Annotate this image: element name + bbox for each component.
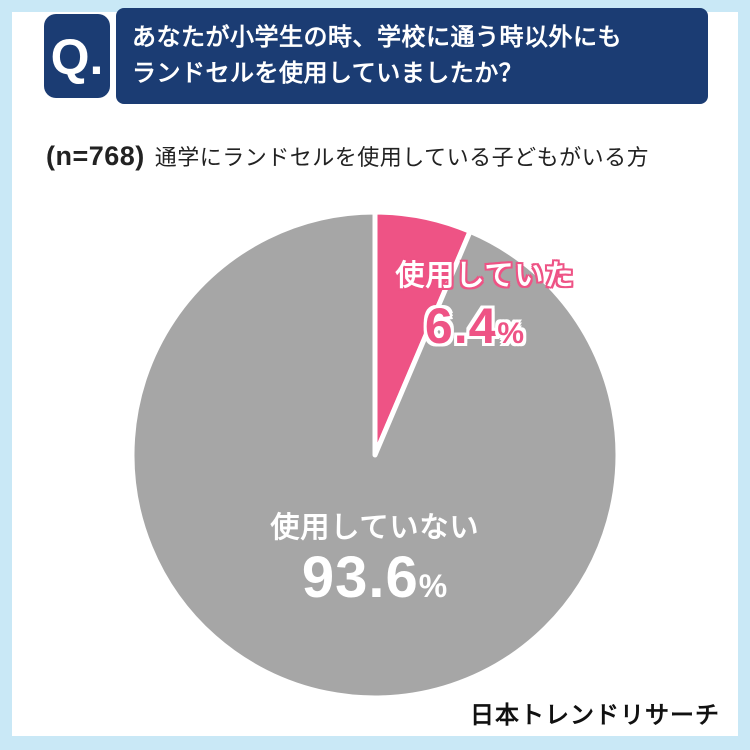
question-line-2: ランドセルを使用していましたか？ xyxy=(132,60,524,87)
sample-note: (n=768) 通学にランドセルを使用している子どもがいる方 xyxy=(46,140,649,172)
page-frame: Q. あなたが小学生の時、学校に通う時以外にも ランドセルを使用していましたか？… xyxy=(12,8,738,736)
question-line-1: あなたが小学生の時、学校に通う時以外にも xyxy=(132,24,622,51)
sample-description: 通学にランドセルを使用している子どもがいる方 xyxy=(154,145,650,170)
brand-logo: 日本トレンドリサーチ xyxy=(470,702,720,729)
pie-slice xyxy=(129,209,621,701)
pie-chart-svg xyxy=(129,209,621,701)
q-badge-label: Q. xyxy=(50,29,104,85)
question-banner: あなたが小学生の時、学校に通う時以外にも ランドセルを使用していましたか？ xyxy=(116,8,708,104)
pie-chart: 使用していた 6.4% 使用していない 93.6% xyxy=(12,12,738,736)
sample-size: (n=768) xyxy=(46,141,145,171)
q-badge: Q. xyxy=(44,14,110,98)
